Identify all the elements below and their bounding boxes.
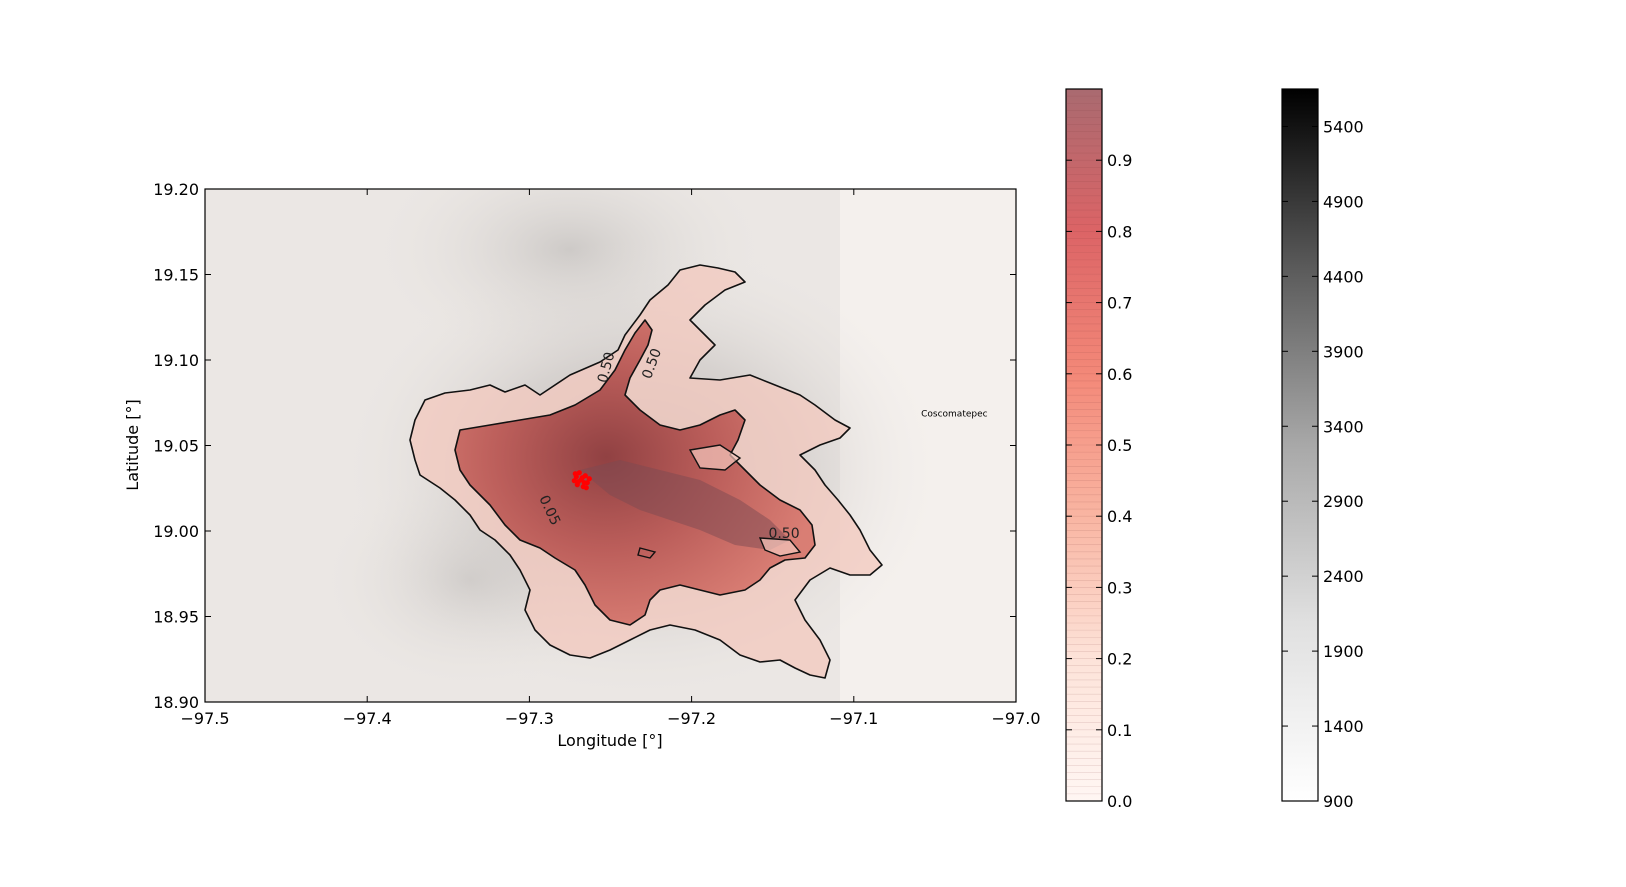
colorbar-tick-label: 2900 [1323,492,1364,511]
colorbar-tick-label: 4900 [1323,192,1364,211]
x-axis-label: Longitude [°] [557,731,662,750]
x-tick-label: −97.1 [829,709,878,728]
y-tick-label: 19.05 [153,437,199,456]
contour-island-2 [758,537,802,557]
contour-island-3 [637,547,657,559]
vent-point [586,476,592,482]
map-plot-area [205,189,1016,702]
contour-island-1 [688,444,742,471]
colorbar-tick-label: 0.8 [1107,222,1132,241]
vent-marker [571,470,592,491]
contour-label: 0.50 [595,350,619,384]
y-tick-label: 19.00 [153,522,199,541]
annotations: Coscomatepec [921,409,988,419]
colorbar-probability-ticks: 0.0 0.1 0.2 0.3 0.4 0.5 0.6 0.7 0.8 0.9 [1066,151,1132,811]
vent-point [571,478,577,484]
y-tick-label: 18.95 [153,608,199,627]
colorbar-elevation-gradient [1281,88,1319,802]
x-tick-label: −97.0 [991,709,1040,728]
colorbar-tick-label: 5400 [1323,117,1364,136]
colorbar-tick-label: 0.2 [1107,650,1132,669]
colorbar-tick-label: 0.0 [1107,792,1132,811]
colorbar-tick-label: 0.5 [1107,436,1132,455]
colorbar-tick-label: 2400 [1323,567,1364,586]
colorbar-tick-label: 3400 [1323,417,1364,436]
y-tick-label: 19.15 [153,266,199,285]
x-tick-label: −97.4 [343,709,392,728]
x-tick-label: −97.5 [180,709,229,728]
colorbar-tick-label: 0.3 [1107,578,1132,597]
y-tick-label: 19.20 [153,180,199,199]
colorbar-tick-label: 4400 [1323,267,1364,286]
vent-point [581,480,587,486]
colorbar-tick-label: 3900 [1323,342,1364,361]
y-tick-label: 18.90 [153,693,199,712]
vent-point [579,475,585,481]
colorbar-tick-label: 0.7 [1107,294,1132,313]
colorbar-tick-label: 0.6 [1107,365,1132,384]
vent-point [572,471,578,477]
colorbar-elevation: 900 1400 1900 2400 2900 3400 3900 4400 4900 5400 [1281,88,1364,811]
colorbar-tick-label: 0.9 [1107,151,1132,170]
contour-label: 0.50 [768,526,799,542]
colorbar-tick-label: 1900 [1323,642,1364,661]
vent-point [583,485,589,491]
y-axis-label: Latitude [°] [123,399,142,490]
colorbar-tick-label: 900 [1323,792,1354,811]
y-tick-label: 19.10 [153,351,199,370]
colorbar-tick-label: 0.4 [1107,507,1132,526]
colorbar-tick-label: 0.1 [1107,721,1132,740]
x-tick-label: −97.2 [667,709,716,728]
x-axis: −97.5 −97.4 −97.3 −97.2 −97.1 −97.0 [180,189,1041,728]
vent-point [575,479,581,485]
colorbar-probability: 0.0 0.1 0.2 0.3 0.4 0.5 0.6 0.7 0.8 0.9 [1065,88,1132,811]
flow-high-probability-channel [580,460,790,550]
colorbar-tick-label: 1400 [1323,717,1364,736]
x-tick-label: −97.3 [505,709,554,728]
vent-point [576,470,582,476]
town-label: Coscomatepec [921,409,988,419]
colorbar-elevation-ticks: 900 1400 1900 2400 2900 3400 3900 4400 4900 5400 [1282,117,1364,811]
y-axis: 18.90 18.95 19.00 19.05 19.10 19.15 19.20 [153,180,1016,712]
